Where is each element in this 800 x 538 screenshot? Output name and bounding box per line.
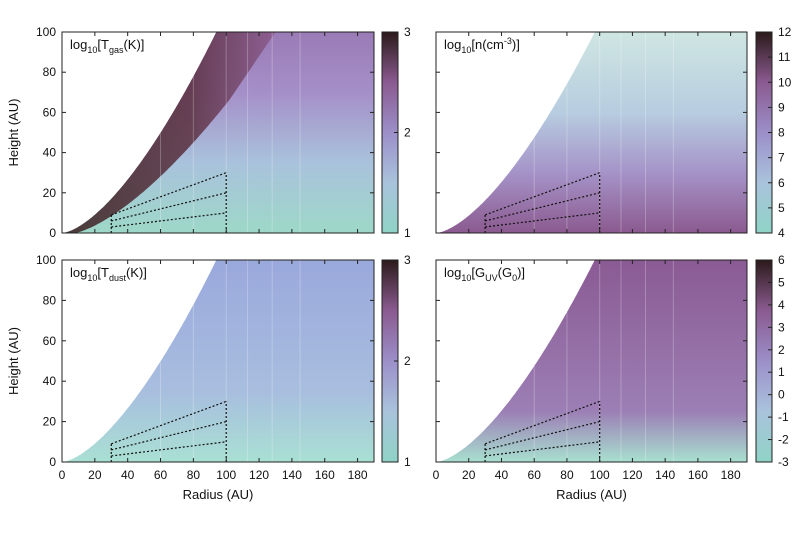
x-tick-label: 140 xyxy=(282,468,302,482)
colorbar xyxy=(755,259,773,463)
x-tick-label: 180 xyxy=(348,468,368,482)
colorbar-tick-label: 2 xyxy=(404,126,411,140)
y-tick-label: 100 xyxy=(36,25,56,39)
disk-field xyxy=(436,260,747,462)
colorbar-tick-label: 9 xyxy=(778,100,785,114)
colorbar-tick-label: 1 xyxy=(404,455,411,469)
y-tick-label: 0 xyxy=(49,455,56,469)
y-tick-label: 40 xyxy=(43,146,57,160)
colorbar-tick-label: 7 xyxy=(778,151,785,165)
x-tick-label: 160 xyxy=(688,468,708,482)
colorbar-tick-label: -3 xyxy=(778,455,789,469)
colorbar-tick-label: 8 xyxy=(778,126,785,140)
colorbar-tick-label: 2 xyxy=(778,343,785,357)
x-tick-label: 0 xyxy=(59,468,66,482)
hot-layer xyxy=(62,32,276,233)
x-tick-label: 160 xyxy=(315,468,335,482)
colorbar-tick-label: 4 xyxy=(778,226,785,240)
disk-field xyxy=(436,32,747,233)
y-axis-title: Height (AU) xyxy=(6,99,21,167)
colorbar-tick-label: 12 xyxy=(778,25,792,39)
y-tick-label: 60 xyxy=(43,334,57,348)
x-tick-label: 0 xyxy=(433,468,440,482)
y-tick-label: 20 xyxy=(43,186,57,200)
colorbar-tick-label: 1 xyxy=(778,365,785,379)
disk-field xyxy=(62,260,374,462)
panel-title: log10[Tdust(K)] xyxy=(70,265,147,283)
y-axis-title: Height (AU) xyxy=(6,327,21,395)
box-line xyxy=(485,441,600,457)
x-tick-label: 120 xyxy=(249,468,269,482)
y-tick-label: 60 xyxy=(43,105,57,119)
colorbar-tick-label: 0 xyxy=(778,388,785,402)
panel-3: 0 20 40 60 80 100 0 20 40 60 80 100 120 140 160 180 Heig… xyxy=(6,253,411,502)
box-line xyxy=(485,212,600,228)
colorbar-tick-label: 11 xyxy=(778,50,791,64)
x-tick-label: 60 xyxy=(154,468,168,482)
x-tick-label: 140 xyxy=(655,468,675,482)
panel-title: log10[GUV(G0)] xyxy=(444,265,525,283)
colorbar-tick-label: 6 xyxy=(778,176,785,190)
panel-2: log10[n(cm-3)] 4 5 6 7 8 9 10 11 12 xyxy=(435,25,792,240)
x-axis-title: Radius (AU) xyxy=(183,487,254,502)
colorbar-tick-label: 4 xyxy=(778,298,785,312)
x-tick-label: 180 xyxy=(721,468,741,482)
box-line xyxy=(111,212,227,228)
colorbar-tick-label: 6 xyxy=(778,253,785,267)
y-tick-label: 80 xyxy=(43,293,57,307)
x-tick-label: 60 xyxy=(528,468,542,482)
y-tick-label: 0 xyxy=(49,226,56,240)
y-tick-label: 20 xyxy=(43,415,57,429)
x-tick-label: 20 xyxy=(88,468,102,482)
x-tick-label: 40 xyxy=(495,468,509,482)
x-tick-label: 100 xyxy=(216,468,236,482)
colorbar-tick-label: 5 xyxy=(778,201,785,215)
panel-title: log10[n(cm-3)] xyxy=(444,36,520,55)
colorbar-tick-label: -1 xyxy=(778,410,789,424)
box-line xyxy=(111,400,227,445)
y-tick-label: 40 xyxy=(43,374,57,388)
y-tick-label: 100 xyxy=(36,253,56,267)
colorbar-tick-label: 1 xyxy=(404,226,411,240)
plot-frame xyxy=(61,259,375,463)
x-tick-label: 100 xyxy=(590,468,610,482)
box-line xyxy=(484,172,600,216)
panel-1: 0 20 40 60 80 100 Height (AU) log10[Tgas(K)] 1 2 3 xyxy=(6,25,411,240)
plot-frame xyxy=(435,259,748,463)
colorbar-tick-label: 3 xyxy=(404,25,411,39)
x-tick-label: 120 xyxy=(622,468,642,482)
box-line xyxy=(111,172,227,216)
colorbar-tick-label: 10 xyxy=(778,75,792,89)
colorbar-tick-label: -2 xyxy=(778,433,789,447)
box-line xyxy=(111,441,227,457)
colorbar-tick-label: 2 xyxy=(404,354,411,368)
x-tick-label: 80 xyxy=(187,468,201,482)
x-tick-label: 20 xyxy=(462,468,476,482)
colorbar-tick-label: 3 xyxy=(778,320,785,334)
colorbar-tick-label: 3 xyxy=(404,253,411,267)
box-line xyxy=(484,400,600,445)
plot-frame xyxy=(435,31,748,234)
colorbar-tick-label: 5 xyxy=(778,275,785,289)
panel-title: log10[Tgas(K)] xyxy=(70,37,144,55)
y-tick-label: 80 xyxy=(43,65,57,79)
x-tick-label: 80 xyxy=(560,468,574,482)
x-tick-label: 40 xyxy=(121,468,135,482)
x-axis-title: Radius (AU) xyxy=(556,487,627,502)
plot-frame xyxy=(61,31,375,234)
